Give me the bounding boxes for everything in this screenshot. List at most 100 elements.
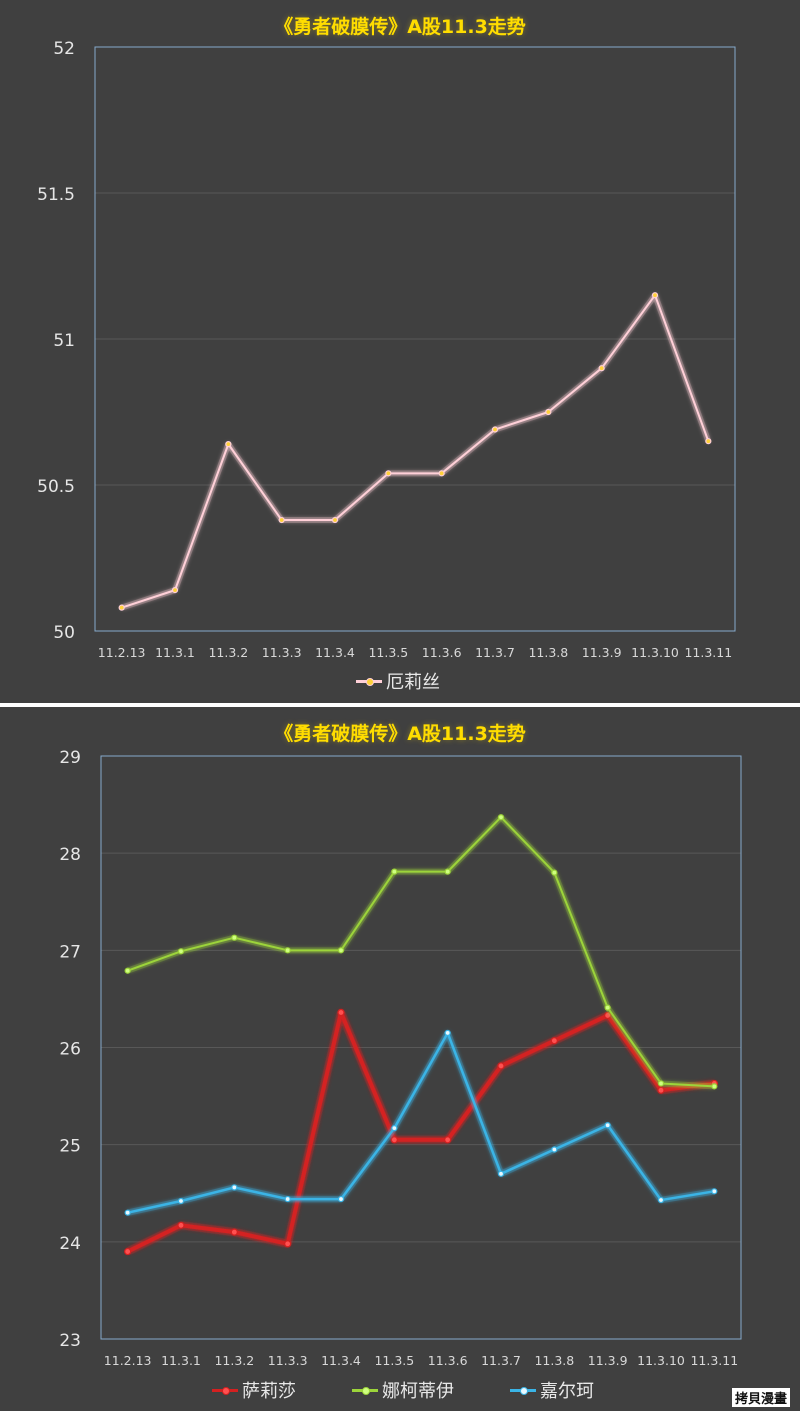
series-glow xyxy=(125,1008,715,1256)
legend-label: 嘉尔珂 xyxy=(540,1381,594,1402)
data-point xyxy=(231,934,238,941)
series-line-1 xyxy=(126,1010,715,1254)
x-tick-label: 11.3.8 xyxy=(528,645,568,660)
data-point xyxy=(284,1195,291,1203)
data-point xyxy=(491,426,499,433)
legend-swatch xyxy=(510,1382,536,1398)
data-point xyxy=(225,441,232,448)
series-line-3 xyxy=(127,1031,715,1214)
y-tick-label: 28 xyxy=(59,845,81,865)
x-tick-label: 11.3.11 xyxy=(684,645,732,660)
x-tick-label: 11.3.4 xyxy=(315,645,355,660)
chart-2-legend: 萨莉莎 娜柯蒂伊 嘉尔珂 xyxy=(212,1377,650,1403)
data-point xyxy=(331,516,339,524)
x-tick-label: 11.3.9 xyxy=(582,645,622,660)
data-point xyxy=(177,1197,185,1205)
y-tick-label: 50.5 xyxy=(37,477,75,497)
series-line-2 xyxy=(127,816,715,1088)
legend-item: 嘉尔珂 xyxy=(510,1377,594,1403)
x-tick-label: 11.3.10 xyxy=(637,1353,685,1368)
x-tick-label: 11.3.6 xyxy=(428,1353,468,1368)
data-point xyxy=(705,438,712,445)
data-point xyxy=(545,408,552,416)
data-point xyxy=(604,1004,611,1011)
data-point xyxy=(284,1240,292,1248)
chart-2-canvas: 23 24 25 26 27 28 29 11.2.13 11.3.1 11.3.2 11.3.3 1… xyxy=(59,748,742,1368)
data-point xyxy=(444,1136,452,1144)
x-tick-label: 11.2.13 xyxy=(104,1353,152,1368)
data-point xyxy=(177,1221,185,1229)
data-point xyxy=(550,1037,558,1045)
y-tick-label: 51.5 xyxy=(37,185,75,205)
data-point xyxy=(231,1184,238,1191)
x-tick-label: 11.3.5 xyxy=(368,645,408,660)
chart-panel-2: 23 24 25 26 27 28 29 11.2.13 11.3.1 11.3.2 11.3.3 1… xyxy=(0,707,800,1411)
x-tick-label: 11.3.1 xyxy=(155,645,195,660)
legend-swatch xyxy=(356,673,382,689)
chart-panel-1: 50 50.5 51 51.5 52 11.2.13 11.3.1 11.3.2 11.3.3 1… xyxy=(0,0,800,703)
x-tick-label: 11.3.9 xyxy=(588,1353,628,1368)
x-tick-label: 11.3.10 xyxy=(631,645,679,660)
y-tick-label: 27 xyxy=(59,942,81,962)
x-tick-label: 11.3.8 xyxy=(534,1353,574,1368)
chart-1-canvas: 50 50.5 51 51.5 52 11.2.13 11.3.1 11.3.2 11.3.3 1… xyxy=(37,39,736,660)
data-point xyxy=(337,947,345,954)
data-point xyxy=(657,1080,665,1087)
data-point xyxy=(284,947,291,954)
plot-area-border xyxy=(100,755,742,1340)
chart-1-legend: 厄莉丝 xyxy=(356,668,440,694)
data-point xyxy=(551,1146,558,1153)
data-point xyxy=(171,587,179,594)
legend-item: 娜柯蒂伊 xyxy=(352,1377,454,1403)
data-point xyxy=(438,470,445,477)
data-point xyxy=(385,470,392,477)
plot-area-border xyxy=(94,46,736,632)
data-point xyxy=(124,1247,132,1256)
watermark-label: 拷貝漫畫 xyxy=(731,1388,790,1407)
legend-label: 萨莉莎 xyxy=(242,1381,296,1402)
x-tick-label: 11.3.2 xyxy=(214,1353,254,1368)
chart-1-title: 《勇者破膜传》A股11.3走势 xyxy=(274,16,526,38)
data-point xyxy=(177,948,185,955)
chart-2-title: 《勇者破膜传》A股11.3走势 xyxy=(274,723,526,745)
x-tick-label: 11.3.3 xyxy=(262,645,302,660)
x-tick-label: 11.2.13 xyxy=(98,645,146,660)
data-point xyxy=(497,1170,505,1177)
y-tick-label: 23 xyxy=(59,1331,81,1351)
x-tick-label: 11.3.6 xyxy=(422,645,462,660)
x-tick-label: 11.3.3 xyxy=(268,1353,308,1368)
data-point xyxy=(118,604,125,611)
x-tick-label: 11.3.5 xyxy=(374,1353,414,1368)
data-point xyxy=(391,1125,398,1132)
data-point xyxy=(230,1228,238,1236)
series-glow xyxy=(126,1029,715,1216)
data-point xyxy=(278,516,285,524)
legend-swatch xyxy=(212,1382,238,1398)
data-point xyxy=(124,1209,131,1216)
data-point xyxy=(497,814,505,821)
legend-swatch xyxy=(352,1382,378,1398)
y-tick-label: 52 xyxy=(53,39,75,59)
y-tick-label: 29 xyxy=(59,748,81,768)
legend-item: 厄莉丝 xyxy=(356,668,440,694)
x-tick-label: 11.3.1 xyxy=(161,1353,201,1368)
data-point xyxy=(390,1136,398,1144)
data-point xyxy=(391,868,398,875)
legend-label: 厄莉丝 xyxy=(386,672,440,693)
data-point xyxy=(444,868,451,875)
data-point xyxy=(604,1011,612,1020)
y-tick-label: 24 xyxy=(59,1234,81,1254)
data-point xyxy=(551,869,558,876)
y-tick-label: 50 xyxy=(53,623,75,643)
x-tick-label: 11.3.11 xyxy=(690,1353,738,1368)
data-point xyxy=(711,1083,718,1090)
y-tick-label: 51 xyxy=(53,331,75,351)
data-point xyxy=(657,1196,665,1204)
y-tick-label: 26 xyxy=(59,1040,81,1060)
data-point xyxy=(651,292,659,299)
legend-label: 娜柯蒂伊 xyxy=(382,1381,454,1402)
x-tick-label: 11.3.2 xyxy=(208,645,248,660)
data-point xyxy=(598,365,605,372)
y-tick-label: 25 xyxy=(59,1137,81,1157)
data-point xyxy=(497,1062,505,1070)
